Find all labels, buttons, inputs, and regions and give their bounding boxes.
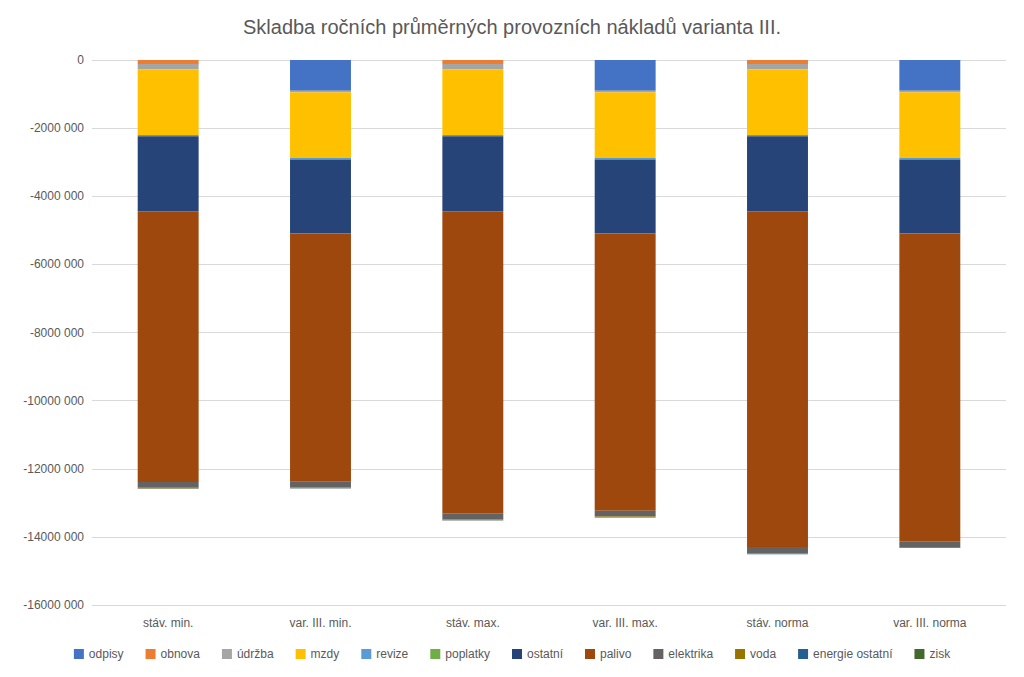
svg-text:palivo: palivo xyxy=(600,647,632,661)
svg-text:var. III. min.: var. III. min. xyxy=(289,616,351,630)
svg-text:stáv. max.: stáv. max. xyxy=(446,616,500,630)
svg-text:zisk: zisk xyxy=(929,647,951,661)
svg-text:energie ostatní: energie ostatní xyxy=(813,647,893,661)
svg-text:elektrika: elektrika xyxy=(668,647,713,661)
svg-text:stáv. min.: stáv. min. xyxy=(143,616,193,630)
svg-text:-2000 000: -2000 000 xyxy=(30,121,84,135)
svg-text:údržba: údržba xyxy=(237,647,274,661)
svg-text:-12000 000: -12000 000 xyxy=(23,462,84,476)
svg-text:0: 0 xyxy=(77,53,84,67)
svg-text:-14000 000: -14000 000 xyxy=(23,530,84,544)
svg-text:Skladba ročních průměrných pro: Skladba ročních průměrných provozních ná… xyxy=(243,16,781,38)
svg-text:odpisy: odpisy xyxy=(89,647,124,661)
svg-text:-8000 000: -8000 000 xyxy=(30,326,84,340)
svg-text:-6000 000: -6000 000 xyxy=(30,257,84,271)
svg-text:revize: revize xyxy=(376,647,408,661)
svg-text:ostatní: ostatní xyxy=(527,647,564,661)
svg-text:-10000 000: -10000 000 xyxy=(23,394,84,408)
svg-text:voda: voda xyxy=(750,647,776,661)
svg-text:stáv. norma: stáv. norma xyxy=(747,616,809,630)
svg-text:-16000 000: -16000 000 xyxy=(23,598,84,612)
svg-text:mzdy: mzdy xyxy=(311,647,340,661)
svg-text:poplatky: poplatky xyxy=(445,647,490,661)
svg-text:-4000 000: -4000 000 xyxy=(30,189,84,203)
svg-text:var. III. norma: var. III. norma xyxy=(893,616,967,630)
svg-text:obnova: obnova xyxy=(161,647,201,661)
svg-text:var. III. max.: var. III. max. xyxy=(592,616,657,630)
